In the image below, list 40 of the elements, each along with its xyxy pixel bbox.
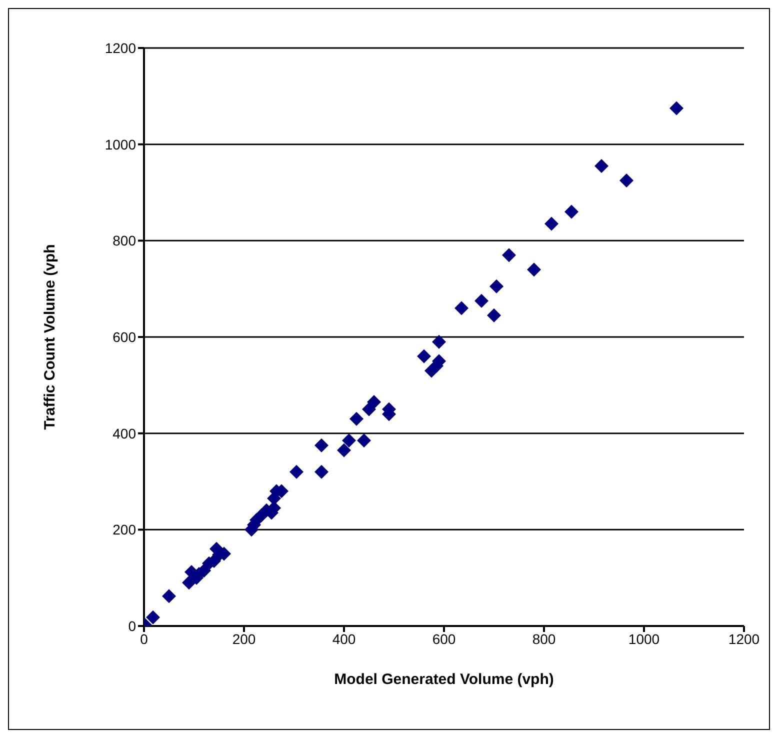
point — [350, 412, 364, 426]
point — [162, 589, 176, 604]
point — [146, 610, 160, 624]
y-tick-label: 0 — [128, 618, 136, 634]
point — [357, 434, 371, 448]
y-tick-label: 800 — [112, 232, 136, 249]
point — [337, 443, 351, 458]
x-tick-label: 800 — [532, 630, 556, 647]
y-axis-title: Traffic Count Volume (vph — [41, 244, 58, 430]
point — [594, 159, 608, 174]
point — [487, 308, 501, 322]
point — [314, 464, 328, 479]
point — [620, 173, 634, 188]
y-tick-label: 200 — [112, 522, 136, 538]
y-tick-label: 1000 — [104, 136, 136, 152]
point — [502, 248, 516, 262]
point — [670, 101, 684, 116]
x-tick-label: 1200 — [728, 630, 760, 647]
point — [417, 349, 431, 364]
x-tick-label: 200 — [232, 630, 256, 647]
y-tick-label: 1200 — [104, 40, 136, 56]
point — [367, 395, 381, 410]
point — [342, 434, 356, 448]
y-tick-label: 400 — [112, 425, 136, 442]
point — [544, 216, 558, 231]
x-tick-label: 400 — [332, 630, 356, 647]
point — [474, 294, 488, 308]
point — [454, 301, 468, 316]
x-tick-label: 1000 — [628, 630, 660, 647]
point — [290, 464, 304, 479]
x-tick-label: 0 — [140, 630, 148, 647]
point — [564, 204, 578, 219]
point — [314, 438, 328, 452]
x-axis-title: Model Generated Volume (vph) — [334, 671, 554, 688]
point — [182, 576, 196, 590]
point — [490, 279, 504, 294]
x-tick-label: 600 — [432, 630, 456, 647]
point — [527, 262, 541, 277]
y-tick-label: 600 — [112, 328, 136, 345]
point — [432, 334, 446, 349]
